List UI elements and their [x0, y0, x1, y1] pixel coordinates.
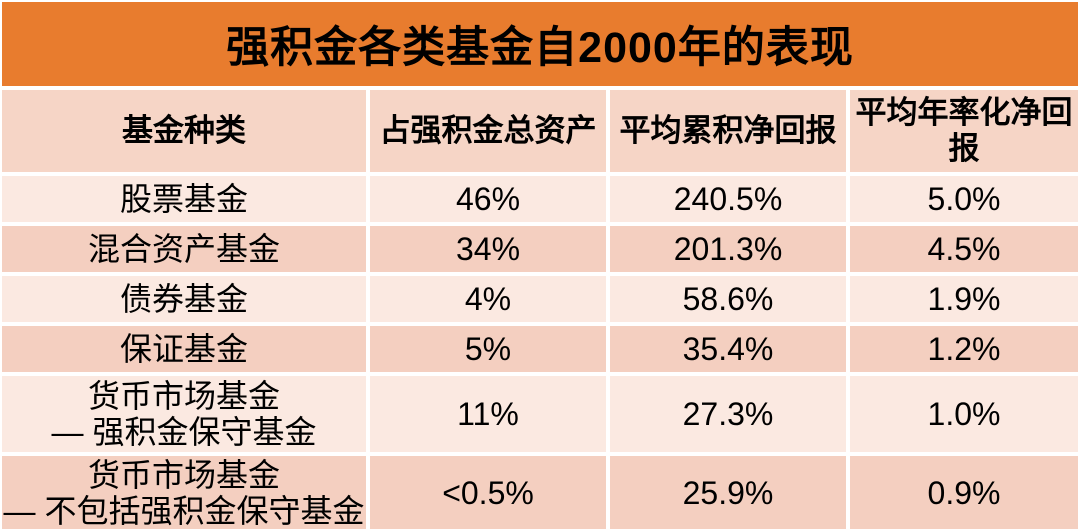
cell-value: 46% — [455, 181, 521, 217]
annualized-return-cell: 0.9% — [850, 456, 1078, 529]
cumulative-return-cell: 201.3% — [610, 226, 846, 272]
cell-value: 201.3% — [673, 231, 783, 267]
fund-name-line1: 债券基金 — [119, 281, 248, 317]
annualized-return-cell: 1.0% — [850, 376, 1078, 452]
fund-name-line1: 混合资产基金 — [87, 231, 280, 267]
fund-name-cell: 股票基金 — [2, 176, 366, 222]
fund-name-line1: 股票基金 — [119, 181, 248, 217]
cell-value: 4.5% — [927, 231, 1001, 267]
column-header-label: 占强积金总资产 — [379, 113, 597, 148]
cell-value: 34% — [455, 231, 521, 267]
fund-name-line2: — 强积金保守基金 — [51, 414, 317, 450]
share-of-assets-cell: 5% — [370, 326, 606, 372]
cell-value: 1.0% — [927, 396, 1001, 432]
cell-value: <0.5% — [442, 474, 534, 511]
annualized-return-cell: 1.9% — [850, 276, 1078, 322]
fund-name-cell: 保证基金 — [2, 326, 366, 372]
fund-name-cell: 债券基金 — [2, 276, 366, 322]
page-title: 强积金各类基金自2000年的表现 — [226, 24, 854, 72]
cumulative-return-cell: 25.9% — [610, 456, 846, 529]
fund-performance-table: 基金种类 占强积金总资产 平均累积净回报 平均年率化净回报 股票基金 46% 2… — [2, 90, 1078, 529]
cumulative-return-cell: 58.6% — [610, 276, 846, 322]
fund-name-cell: 混合资产基金 — [2, 226, 366, 272]
column-header-fund-type: 基金种类 — [2, 90, 366, 172]
cell-value: 5% — [464, 331, 512, 367]
fund-name-line1: 货币市场基金 — [87, 456, 280, 493]
share-of-assets-cell: 4% — [370, 276, 606, 322]
share-of-assets-cell: 34% — [370, 226, 606, 272]
title-banner: 强积金各类基金自2000年的表现 — [2, 2, 1078, 86]
cell-value: 4% — [464, 281, 512, 317]
fund-name-line1: 货币市场基金 — [87, 378, 280, 414]
cell-value: 5.0% — [927, 181, 1001, 217]
cell-value: 58.6% — [682, 281, 774, 317]
column-header-cumulative-return: 平均累积净回报 — [610, 90, 846, 172]
cell-value: 35.4% — [682, 331, 774, 367]
cumulative-return-cell: 240.5% — [610, 176, 846, 222]
fund-name-cell: 货币市场基金 — 不包括强积金保守基金 — [2, 456, 366, 529]
cell-value: 25.9% — [682, 474, 774, 511]
annualized-return-cell: 4.5% — [850, 226, 1078, 272]
fund-name-cell: 货币市场基金 — 强积金保守基金 — [2, 376, 366, 452]
column-header-label: 平均累积净回报 — [619, 113, 837, 148]
cumulative-return-cell: 35.4% — [610, 326, 846, 372]
cumulative-return-cell: 27.3% — [610, 376, 846, 452]
cell-value: 11% — [457, 396, 519, 432]
share-of-assets-cell: 46% — [370, 176, 606, 222]
cell-value: 1.9% — [927, 281, 1001, 317]
column-header-share-of-assets: 占强积金总资产 — [370, 90, 606, 172]
column-header-annualized-return: 平均年率化净回报 — [850, 90, 1078, 172]
fund-name-line2: — 不包括强积金保守基金 — [3, 492, 365, 529]
cell-value: 1.2% — [927, 331, 1001, 367]
column-header-label: 平均年率化净回报 — [855, 95, 1073, 166]
annualized-return-cell: 1.2% — [850, 326, 1078, 372]
cell-value: 240.5% — [673, 181, 783, 217]
column-header-label: 基金种类 — [122, 113, 246, 148]
share-of-assets-cell: 11% — [370, 376, 606, 452]
fund-name-line1: 保证基金 — [119, 331, 248, 367]
cell-value: 27.3% — [682, 396, 774, 432]
annualized-return-cell: 5.0% — [850, 176, 1078, 222]
share-of-assets-cell: <0.5% — [370, 456, 606, 529]
cell-value: 0.9% — [927, 474, 1001, 511]
